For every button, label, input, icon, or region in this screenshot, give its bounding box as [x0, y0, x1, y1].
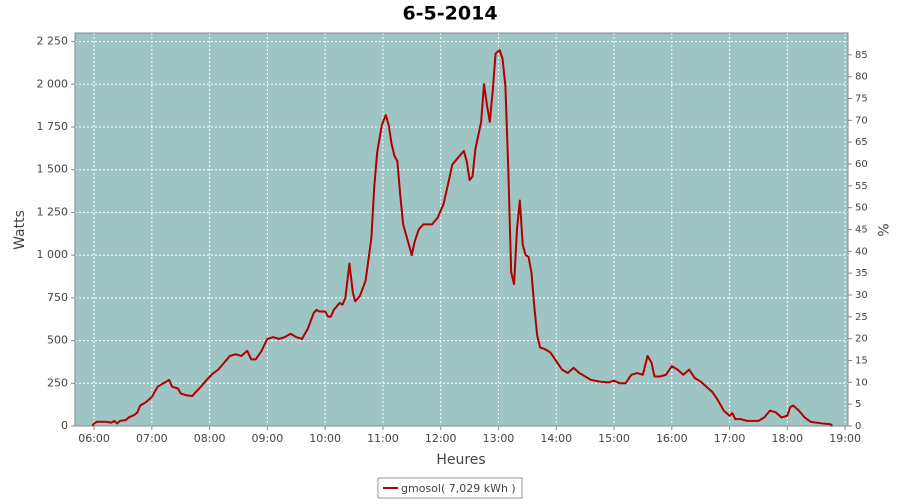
x-axis-label: Heures — [436, 452, 485, 468]
x-tick-label: 12:00 — [425, 432, 457, 445]
x-tick-label: 11:00 — [367, 432, 399, 445]
y-axis-label: Watts — [12, 210, 28, 250]
y2-tick-label: 45 — [855, 225, 868, 236]
y2-tick-label: 80 — [855, 72, 868, 83]
x-tick-label: 19:00 — [829, 432, 861, 445]
x-tick-label: 14:00 — [540, 432, 572, 445]
plot-area — [75, 33, 848, 426]
y2-tick-label: 0 — [855, 421, 861, 432]
y2-tick-label: 60 — [855, 159, 868, 170]
y-tick-label: 2 250 — [37, 35, 69, 48]
y2-tick-label: 5 — [855, 399, 861, 410]
y-tick-label: 1 000 — [37, 248, 69, 261]
y2-tick-label: 30 — [855, 290, 868, 301]
x-tick-label: 10:00 — [309, 432, 341, 445]
y-tick-label: 250 — [47, 376, 68, 389]
y2-tick-label: 65 — [855, 137, 868, 148]
y-tick-label: 2 000 — [37, 77, 69, 90]
y-tick-label: 1 500 — [37, 163, 69, 176]
y2-tick-label: 50 — [855, 203, 868, 214]
y2-axis-label: % — [874, 223, 890, 236]
x-tick-label: 09:00 — [252, 432, 284, 445]
y2-tick-label: 35 — [855, 268, 868, 279]
data-line — [91, 49, 834, 427]
y-tick-label: 1 750 — [37, 120, 69, 133]
x-tick-label: 13:00 — [483, 432, 515, 445]
y2-tick-label: 10 — [855, 377, 868, 388]
y2-tick-label: 15 — [855, 356, 868, 367]
y-tick-label: 500 — [47, 334, 68, 347]
x-tick-label: 08:00 — [194, 432, 226, 445]
y-tick-label: 0 — [61, 419, 68, 432]
chart-title: 6-5-2014 — [402, 3, 497, 25]
plot-border — [74, 32, 849, 427]
x-tick-label: 06:00 — [78, 432, 110, 445]
y-tick-label: 1 250 — [37, 205, 69, 218]
legend — [377, 477, 523, 499]
x-tick-label: 15:00 — [598, 432, 630, 445]
y-tick-label: 750 — [47, 291, 68, 304]
y2-tick-label: 25 — [855, 312, 868, 323]
y2-tick-label: 20 — [855, 334, 868, 345]
y2-tick-label: 55 — [855, 181, 868, 192]
y2-tick-label: 40 — [855, 246, 868, 257]
y2-tick-label: 70 — [855, 115, 868, 126]
x-tick-label: 17:00 — [714, 432, 746, 445]
y2-tick-label: 85 — [855, 50, 868, 61]
y2-tick-label: 75 — [855, 94, 868, 105]
x-tick-label: 16:00 — [656, 432, 688, 445]
legend-label: gmosol( 7,029 kWh ) — [401, 482, 516, 495]
x-tick-label: 18:00 — [771, 432, 803, 445]
x-tick-label: 07:00 — [136, 432, 168, 445]
